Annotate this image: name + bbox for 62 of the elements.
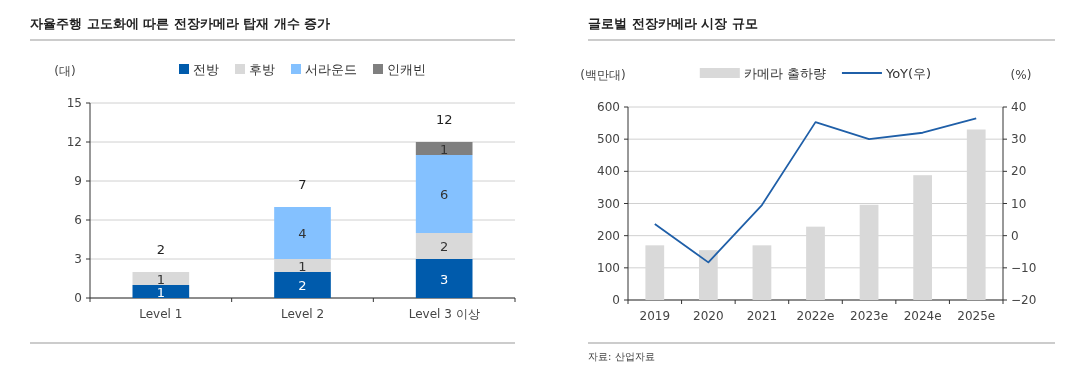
data-label: 6 (440, 187, 449, 202)
x-tick-label: 2022e (796, 309, 835, 323)
x-tick-label: 2021 (746, 309, 778, 323)
bar (274, 207, 331, 259)
y-axis-title: (백만대) (580, 68, 626, 82)
x-tick-label: 2025e (957, 309, 996, 323)
legend-label: 인캐빈 (387, 62, 426, 77)
legend-label: YoY(우) (884, 66, 932, 81)
x-tick-label: Level 2 (280, 307, 325, 321)
legend-label: 서라운드 (305, 62, 357, 77)
y-tick-label: 0 (74, 291, 82, 305)
data-label: 2 (440, 239, 449, 254)
data-label: 1 (156, 284, 165, 300)
text: 자료: 산업자료 (588, 351, 655, 362)
data-label: 1 (440, 141, 449, 157)
y-tick-label: 12 (66, 135, 82, 149)
data-label: 1 (298, 258, 307, 274)
y-tick-label: 6 (74, 213, 82, 227)
y-tick-label: 400 (597, 164, 620, 179)
x-tick-label: 2019 (639, 309, 671, 323)
bar (415, 259, 473, 298)
y2-axis-title: (%) (1010, 68, 1032, 82)
legend-label: 후방 (249, 62, 275, 77)
total-label: 2 (156, 242, 165, 257)
data-label: 4 (298, 226, 307, 241)
bar (132, 285, 190, 298)
chart-title: 글로벌 전장카메라 시장 규모 (588, 16, 758, 31)
y-tick-label: 300 (597, 196, 620, 211)
x-tick-label: 2020 (693, 309, 724, 323)
data-label: 2 (298, 278, 307, 293)
bar (132, 272, 190, 285)
y2-tick-label: −20 (1011, 293, 1037, 307)
y2-tick-label: 0 (1011, 228, 1019, 243)
x-tick-label: Level 1 (139, 307, 183, 321)
line-series (653, 117, 978, 264)
y-tick-label: 100 (597, 260, 620, 275)
legend-label: 전방 (193, 62, 219, 77)
y-tick-label: 3 (74, 252, 82, 266)
y-tick-label: 0 (612, 293, 620, 307)
y-axis-title: (대) (54, 64, 76, 78)
y2-tick-label: 40 (1011, 100, 1027, 114)
bar (274, 272, 331, 298)
bar (415, 142, 473, 155)
x-tick-label: 2023e (850, 309, 889, 323)
x-tick-label: Level 3 이상 (408, 307, 480, 321)
legend-label: 카메라 출하량 (743, 66, 826, 81)
y2-tick-label: 10 (1011, 196, 1027, 211)
total-label: 7 (298, 177, 307, 192)
bar (415, 155, 473, 233)
total-label: 12 (435, 112, 453, 127)
data-label: 3 (440, 271, 449, 287)
chart-title: 자율주행 고도화에 따른 전장카메라 탑재 개수 증가 (30, 16, 331, 31)
y2-tick-label: 20 (1011, 164, 1027, 179)
y-tick-label: 600 (597, 100, 620, 114)
y2-tick-label: −10 (1011, 260, 1037, 275)
y-tick-label: 15 (66, 96, 82, 110)
y-tick-label: 9 (74, 174, 82, 188)
y-tick-label: 500 (597, 132, 620, 147)
x-tick-label: 2024e (903, 309, 942, 323)
y2-tick-label: 30 (1011, 132, 1027, 147)
data-label: 1 (156, 271, 165, 287)
y-tick-label: 200 (597, 228, 620, 243)
